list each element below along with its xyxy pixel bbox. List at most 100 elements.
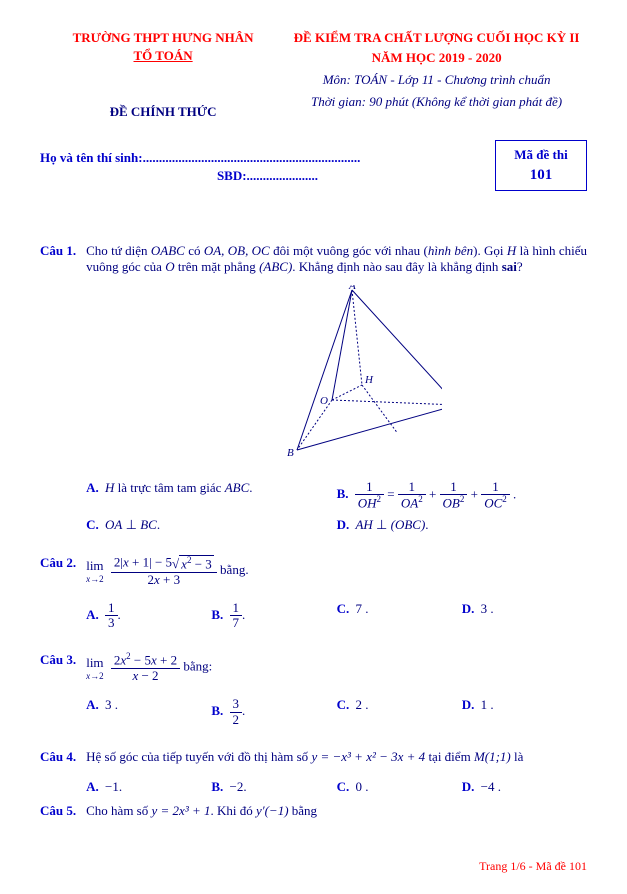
opt-text: −2. xyxy=(230,779,247,794)
q4-body: Hệ số góc của tiếp tuyến với đồ thị hàm … xyxy=(86,749,587,795)
opt-label-a: A. xyxy=(86,697,99,712)
q1-t: đôi một vuông góc với nhau ( xyxy=(270,243,428,258)
q1-t: Cho tứ diện xyxy=(86,243,151,258)
opt-label-d: D. xyxy=(462,697,475,712)
q3-optC: C. 2 . xyxy=(337,697,462,727)
q5-der: y′(−1) xyxy=(256,803,289,818)
code-number: 101 xyxy=(506,167,576,184)
opt-label-d: D. xyxy=(462,779,475,794)
q5-body: Cho hàm số y = 2x³ + 1. Khi đó y′(−1) bằ… xyxy=(86,803,587,819)
q1-optD: D. AH ⊥ (OBC). xyxy=(337,517,587,533)
frac: 13 xyxy=(105,601,118,631)
q4-t: là xyxy=(511,749,524,764)
q4-pt: M(1;1) xyxy=(474,749,511,764)
q3-tail: bằng: xyxy=(180,659,212,674)
q2-tail: bằng. xyxy=(217,562,249,577)
q1-m: OA, OB, OC xyxy=(204,243,270,258)
q1-label: Câu 1. xyxy=(40,243,76,259)
opt-text: 3 . xyxy=(481,601,494,616)
frac: 1OC2 xyxy=(481,480,510,511)
q4-optB: B. −2. xyxy=(211,779,336,795)
opt-text: 1 . xyxy=(481,697,494,712)
frac: 1OB2 xyxy=(440,480,468,511)
q1-m: (ABC) xyxy=(259,259,292,274)
opt-text: 7 . xyxy=(355,601,368,616)
tetrahedron-figure: ABCOH xyxy=(232,285,442,460)
frac: 2x2 − 5x + 2 x − 2 xyxy=(111,652,180,683)
exam-page: TRƯỜNG THPT HƯNG NHÂN TỔ TOÁN ĐỀ CHÍNH T… xyxy=(0,0,627,894)
q4-optD: D. −4 . xyxy=(462,779,587,795)
q3-body: limx→2 2x2 − 5x + 2 x − 2 bằng: A. 3 . B… xyxy=(86,652,587,727)
q3-optB: B. 32. xyxy=(211,697,336,727)
q3-label: Câu 3. xyxy=(40,652,76,668)
limit: limx→2 xyxy=(86,558,104,584)
q1-t: có xyxy=(185,243,204,258)
opt-text: . xyxy=(118,607,121,622)
q4-t: Hệ số góc của tiếp tuyến với đồ thị hàm … xyxy=(86,749,311,764)
q4-optC: C. 0 . xyxy=(337,779,462,795)
q1-t: . Khẳng định nào sau đây là khẳng định xyxy=(292,259,501,274)
q1-optC: C. OA ⊥ BC. xyxy=(86,517,336,533)
header-left: TRƯỜNG THPT HƯNG NHÂN TỔ TOÁN ĐỀ CHÍNH T… xyxy=(40,30,286,120)
opt-label-b: B. xyxy=(337,486,349,501)
svg-text:H: H xyxy=(364,374,374,386)
opt-text: . xyxy=(425,517,428,532)
q1-options: A. H là trực tâm tam giác ABC. B. 1OH2 =… xyxy=(86,474,587,533)
q1-m: OABC xyxy=(151,243,185,258)
q1-m: H xyxy=(507,243,516,258)
exam-year: NĂM HỌC 2019 - 2020 xyxy=(286,50,587,66)
opt-label-c: C. xyxy=(86,517,99,532)
opt-text: −1. xyxy=(105,779,122,794)
opt-label-a: A. xyxy=(86,607,99,622)
question-3: Câu 3. limx→2 2x2 − 5x + 2 x − 2 bằng: A… xyxy=(40,652,587,727)
q5-t: . Khi đó xyxy=(210,803,256,818)
q2-optA: A. 13. xyxy=(86,601,211,631)
code-label: Mã đề thi xyxy=(506,147,576,163)
q4-label: Câu 4. xyxy=(40,749,76,765)
svg-text:O: O xyxy=(320,395,328,407)
opt-text: ⊥ xyxy=(122,517,140,532)
q1-t: ). Gọi xyxy=(473,243,507,258)
frac: 1OH2 xyxy=(355,480,384,511)
opt-text: −4 . xyxy=(481,779,501,794)
opt-text: OA xyxy=(105,517,122,532)
school-name: TRƯỜNG THPT HƯNG NHÂN xyxy=(40,30,286,46)
opt-label-b: B. xyxy=(211,779,223,794)
opt-text: (OBC) xyxy=(391,517,426,532)
opt-label-a: A. xyxy=(86,480,99,495)
official-label: ĐỀ CHÍNH THỨC xyxy=(40,104,286,120)
opt-text: là trực tâm tam giác xyxy=(114,480,224,495)
q5-t: Cho hàm số xyxy=(86,803,151,818)
question-5: Câu 5. Cho hàm số y = 2x³ + 1. Khi đó y′… xyxy=(40,803,587,819)
q1-m: O xyxy=(165,259,174,274)
q1-t: trên mặt phẳng xyxy=(175,259,259,274)
q4-eq: y = −x³ + x² − 3x + 4 xyxy=(311,749,425,764)
header: TRƯỜNG THPT HƯNG NHÂN TỔ TOÁN ĐỀ CHÍNH T… xyxy=(40,30,587,120)
q5-label: Câu 5. xyxy=(40,803,76,819)
q2-options: A. 13. B. 17. C. 7 . D. 3 . xyxy=(86,595,587,631)
opt-text: . xyxy=(157,517,160,532)
opt-label-a: A. xyxy=(86,779,99,794)
exam-time: Thời gian: 90 phút (Không kể thời gian p… xyxy=(286,94,587,110)
q5-eq: y = 2x³ + 1 xyxy=(152,803,211,818)
q3-optD: D. 1 . xyxy=(462,697,587,727)
q1-optA: A. H là trực tâm tam giác ABC. xyxy=(86,480,336,511)
opt-text: H xyxy=(105,480,114,495)
q4-t: tại điểm xyxy=(425,749,474,764)
opt-label-b: B. xyxy=(211,607,223,622)
opt-label-c: C. xyxy=(337,779,350,794)
q1-figure: ABCOH xyxy=(86,285,587,464)
opt-label-d: D. xyxy=(462,601,475,616)
frac: 2|x + 1| − 5x2 − 3 2x + 3 xyxy=(111,555,217,587)
frac: 1OA2 xyxy=(398,480,426,511)
opt-label-c: C. xyxy=(337,697,350,712)
opt-text: ⊥ xyxy=(373,517,391,532)
opt-label-d: D. xyxy=(337,517,350,532)
svg-text:A: A xyxy=(348,285,356,292)
opt-text: AH xyxy=(355,517,372,532)
opt-text: 3 . xyxy=(105,697,118,712)
q3-optA: A. 3 . xyxy=(86,697,211,727)
exam-title: ĐỀ KIỂM TRA CHẤT LƯỢNG CUỐI HỌC KỲ II xyxy=(286,30,587,46)
opt-text: ABC xyxy=(225,480,250,495)
q1-optB: B. 1OH2 = 1OA2 + 1OB2 + 1OC2 . xyxy=(337,480,587,511)
